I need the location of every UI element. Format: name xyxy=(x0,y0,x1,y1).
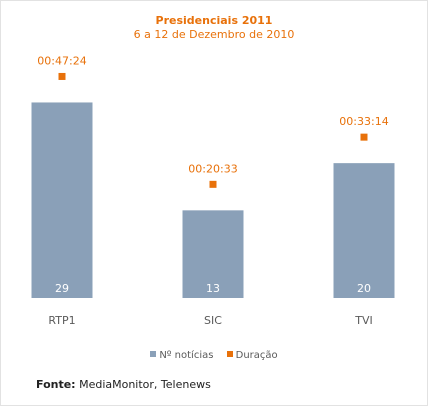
legend-label-count: Nº notícias xyxy=(159,350,214,361)
legend-item-duration: Duração xyxy=(226,350,278,361)
category-label: SIC xyxy=(204,314,222,327)
chart-subtitle: 6 a 12 de Dezembro de 2010 xyxy=(133,28,295,41)
source-note: Fonte: MediaMonitor, Telenews xyxy=(36,378,211,391)
category-label: TVI xyxy=(354,314,373,327)
duration-marker xyxy=(209,180,217,188)
category-label: RTP1 xyxy=(48,314,75,327)
legend-swatch-count xyxy=(150,351,157,357)
source-label: Fonte: xyxy=(36,378,76,391)
legend-item-count: Nº notícias xyxy=(150,350,213,361)
bar-value-label: 13 xyxy=(206,282,220,295)
bar-sic xyxy=(182,210,244,298)
bar-tvi xyxy=(333,163,395,298)
duration-marker xyxy=(58,72,66,80)
bar-rtp1 xyxy=(31,102,93,298)
bar-value-label: 29 xyxy=(55,282,69,295)
duration-marker xyxy=(360,133,368,141)
chart-title: Presidenciais 2011 xyxy=(155,14,273,27)
chart-legend: Nº notícias Duração xyxy=(0,350,428,361)
legend-swatch-duration xyxy=(226,351,233,357)
duration-label: 00:20:33 xyxy=(188,162,237,175)
source-text: MediaMonitor, Telenews xyxy=(79,378,211,391)
legend-label-duration: Duração xyxy=(235,350,278,361)
duration-label: 00:47:24 xyxy=(37,54,86,67)
bar-value-label: 20 xyxy=(357,282,371,295)
duration-label: 00:33:14 xyxy=(339,115,388,128)
